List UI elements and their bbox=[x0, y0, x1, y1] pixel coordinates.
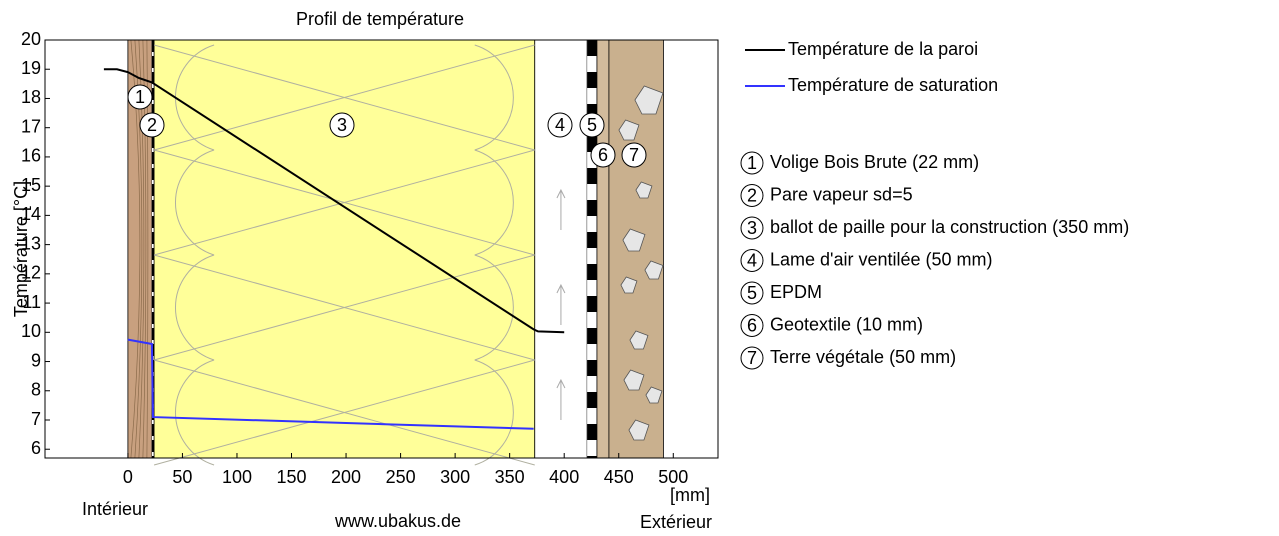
layer-number: 2 bbox=[147, 115, 157, 135]
legend-layer-number: 1 bbox=[747, 153, 757, 173]
y-tick-label: 8 bbox=[31, 380, 41, 400]
y-tick-label: 20 bbox=[21, 29, 41, 49]
layer-number: 4 bbox=[555, 115, 565, 135]
legend-layer-number: 4 bbox=[747, 250, 757, 270]
x-tick-label: 500 bbox=[658, 467, 688, 487]
y-tick-label: 13 bbox=[21, 233, 41, 253]
chart: Profil de température Température [°C] [… bbox=[0, 0, 1279, 536]
x-tick-label: 450 bbox=[604, 467, 634, 487]
y-tick-label: 17 bbox=[21, 116, 41, 136]
legend-layer-number: 5 bbox=[747, 283, 757, 303]
legend-layer-name: Lame d'air ventilée (50 mm) bbox=[770, 249, 993, 269]
layer bbox=[154, 40, 535, 458]
y-tick-label: 11 bbox=[22, 292, 41, 312]
legend-layer-name: Terre végétale (50 mm) bbox=[770, 347, 956, 367]
y-tick-label: 6 bbox=[31, 438, 41, 458]
y-tick-label: 15 bbox=[21, 175, 41, 195]
x-tick-label: 200 bbox=[331, 467, 361, 487]
layer bbox=[597, 40, 609, 458]
legend-label: Température de la paroi bbox=[788, 39, 978, 59]
legend-layer-name: Pare vapeur sd=5 bbox=[770, 184, 913, 204]
y-tick-label: 12 bbox=[21, 263, 41, 283]
x-tick-label: 100 bbox=[222, 467, 252, 487]
y-tick-label: 18 bbox=[21, 87, 41, 107]
legend-label: Température de saturation bbox=[788, 75, 998, 95]
x-tick-label: 250 bbox=[386, 467, 416, 487]
x-tick-label: 150 bbox=[276, 467, 306, 487]
layer-number: 5 bbox=[587, 115, 597, 135]
x-tick-label: 350 bbox=[495, 467, 525, 487]
y-tick-label: 16 bbox=[21, 146, 41, 166]
legend-layer-name: ballot de paille pour la construction (3… bbox=[770, 217, 1129, 237]
layer-number: 6 bbox=[598, 145, 608, 165]
source: www.ubakus.de bbox=[334, 511, 461, 531]
y-tick-label: 9 bbox=[31, 350, 41, 370]
legend-layer-number: 6 bbox=[747, 315, 757, 335]
legend-layer-number: 7 bbox=[747, 348, 757, 368]
x-tick-label: 0 bbox=[123, 467, 133, 487]
x-tick-label: 50 bbox=[172, 467, 192, 487]
legend-layer-number: 3 bbox=[747, 218, 757, 238]
inside-label: Intérieur bbox=[82, 499, 148, 519]
chart-title: Profil de température bbox=[296, 9, 464, 29]
legend-layer-name: Volige Bois Brute (22 mm) bbox=[770, 152, 979, 172]
x-tick-label: 300 bbox=[440, 467, 470, 487]
layer-number: 3 bbox=[337, 115, 347, 135]
x-tick-label: 400 bbox=[549, 467, 579, 487]
legend-layer-number: 2 bbox=[747, 185, 757, 205]
y-tick-label: 10 bbox=[21, 321, 41, 341]
legend-layer-name: EPDM bbox=[770, 282, 822, 302]
outside-label: Extérieur bbox=[640, 512, 712, 532]
x-axis-label: [mm] bbox=[670, 485, 710, 505]
layer-number: 1 bbox=[135, 87, 145, 107]
legend-layer-name: Geotextile (10 mm) bbox=[770, 314, 923, 334]
y-tick-label: 7 bbox=[31, 409, 41, 429]
layer-number: 7 bbox=[629, 145, 639, 165]
y-tick-label: 19 bbox=[21, 58, 41, 78]
y-tick-label: 14 bbox=[21, 204, 41, 224]
